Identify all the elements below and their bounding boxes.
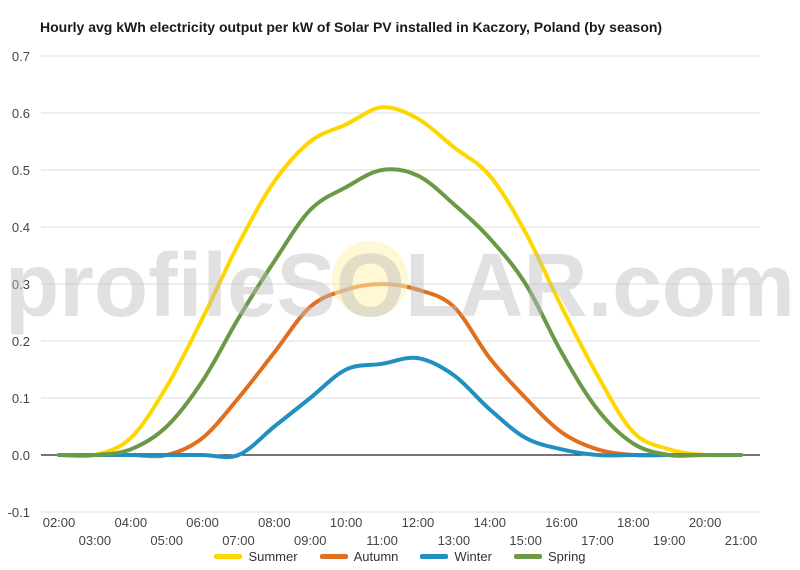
legend-item-autumn: Autumn [319, 549, 399, 564]
x-tick-label: 04:00 [115, 515, 148, 530]
x-tick-label: 15:00 [509, 533, 542, 548]
series-line-summer [57, 105, 743, 459]
y-tick-label: 0.6 [12, 106, 30, 121]
x-tick-label: 17:00 [581, 533, 614, 548]
series-line-spring [57, 167, 743, 458]
y-tick-label: 0.7 [12, 49, 30, 64]
y-tick-label: 0.5 [12, 163, 30, 178]
x-tick-label: 05:00 [150, 533, 183, 548]
legend-swatch [513, 554, 542, 559]
series-lines [57, 105, 743, 460]
legend-item-summer: Summer [214, 549, 298, 564]
legend-swatch [420, 554, 449, 559]
y-tick-label: 0.4 [12, 220, 30, 235]
x-tick-label: 02:00 [43, 515, 76, 530]
legend-label: Winter [454, 549, 492, 564]
x-tick-label: 07:00 [222, 533, 255, 548]
x-tick-label: 18:00 [617, 515, 650, 530]
x-tick-label: 19:00 [653, 533, 686, 548]
chart-title: Hourly avg kWh electricity output per kW… [40, 19, 663, 35]
x-tick-label: 08:00 [258, 515, 291, 530]
y-axis-ticks: -0.1 0.0 0.1 0.2 0.3 0.4 0.5 0.6 0.7 [8, 49, 30, 520]
x-tick-label: 14:00 [473, 515, 506, 530]
legend-label: Autumn [353, 549, 399, 564]
legend-label: Spring [547, 549, 586, 564]
x-tick-label: 11:00 [366, 533, 398, 548]
x-tick-label: 10:00 [330, 515, 363, 530]
legend-item-spring: Spring [513, 549, 586, 564]
y-tick-label: 0.0 [12, 448, 30, 463]
x-tick-label: 03:00 [79, 533, 112, 548]
y-tick-label: 0.2 [12, 334, 30, 349]
x-tick-label: 12:00 [402, 515, 435, 530]
x-tick-label: 06:00 [186, 515, 219, 530]
y-tick-label: 0.3 [12, 277, 30, 292]
x-tick-label: 21:00 [725, 533, 758, 548]
legend: Summer Autumn Winter Spring [0, 549, 800, 564]
x-tick-label: 20:00 [689, 515, 722, 530]
x-tick-label: 16:00 [545, 515, 578, 530]
x-axis-ticks: 02:0003:0004:0005:0006:0007:0008:0009:00… [43, 515, 758, 548]
y-tick-label: -0.1 [8, 505, 30, 520]
y-tick-label: 0.1 [12, 391, 30, 406]
legend-swatch [214, 554, 243, 559]
legend-swatch [319, 554, 348, 559]
series-line-winter [57, 355, 743, 460]
x-tick-label: 09:00 [294, 533, 327, 548]
legend-label: Summer [248, 549, 298, 564]
x-tick-label: 13:00 [438, 533, 471, 548]
legend-item-winter: Winter [420, 549, 492, 564]
